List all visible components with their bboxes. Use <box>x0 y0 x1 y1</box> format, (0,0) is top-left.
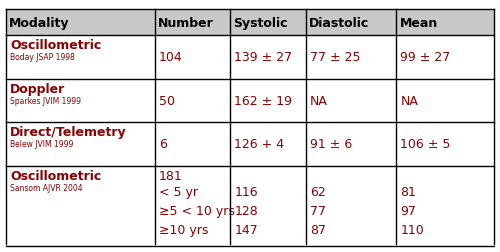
Text: < 5 yr: < 5 yr <box>159 185 198 198</box>
Text: Boday JSAP 1998: Boday JSAP 1998 <box>10 53 75 62</box>
Text: 147: 147 <box>234 223 258 236</box>
Text: 139 ± 27: 139 ± 27 <box>234 51 292 64</box>
Text: 162 ± 19: 162 ± 19 <box>234 94 292 107</box>
Text: 126 + 4: 126 + 4 <box>234 138 284 151</box>
Text: Oscillometric: Oscillometric <box>10 39 101 52</box>
Text: Number: Number <box>158 16 214 29</box>
Text: Sansom AJVR 2004: Sansom AJVR 2004 <box>10 183 83 192</box>
Text: Sparkes JVIM 1999: Sparkes JVIM 1999 <box>10 96 81 105</box>
Text: 99 ± 27: 99 ± 27 <box>400 51 450 64</box>
Text: Doppler: Doppler <box>10 82 65 96</box>
Text: 77 ± 25: 77 ± 25 <box>310 51 360 64</box>
Text: NA: NA <box>310 94 328 107</box>
Text: 106 ± 5: 106 ± 5 <box>400 138 451 151</box>
Text: 181: 181 <box>159 169 182 182</box>
Text: Modality: Modality <box>9 16 70 29</box>
Text: Mean: Mean <box>400 16 438 29</box>
Text: 116: 116 <box>234 185 258 198</box>
Bar <box>6 10 494 36</box>
Text: ≥10 yrs: ≥10 yrs <box>159 223 208 236</box>
Text: 77: 77 <box>310 204 326 217</box>
Text: 6: 6 <box>159 138 166 151</box>
Text: 81: 81 <box>400 185 416 198</box>
Text: 62: 62 <box>310 185 326 198</box>
Text: 91 ± 6: 91 ± 6 <box>310 138 352 151</box>
Text: Oscillometric: Oscillometric <box>10 169 101 182</box>
Text: ≥5 < 10 yrs: ≥5 < 10 yrs <box>159 204 234 217</box>
Text: NA: NA <box>400 94 418 107</box>
Text: 87: 87 <box>310 223 326 236</box>
Text: 104: 104 <box>159 51 182 64</box>
Text: 110: 110 <box>400 223 424 236</box>
Text: 128: 128 <box>234 204 258 217</box>
Text: Diastolic: Diastolic <box>309 16 370 29</box>
Text: 97: 97 <box>400 204 416 217</box>
Text: 50: 50 <box>159 94 175 107</box>
Text: Belew JVIM 1999: Belew JVIM 1999 <box>10 140 74 149</box>
Text: Direct/Telemetry: Direct/Telemetry <box>10 126 126 139</box>
Text: Systolic: Systolic <box>234 16 288 29</box>
